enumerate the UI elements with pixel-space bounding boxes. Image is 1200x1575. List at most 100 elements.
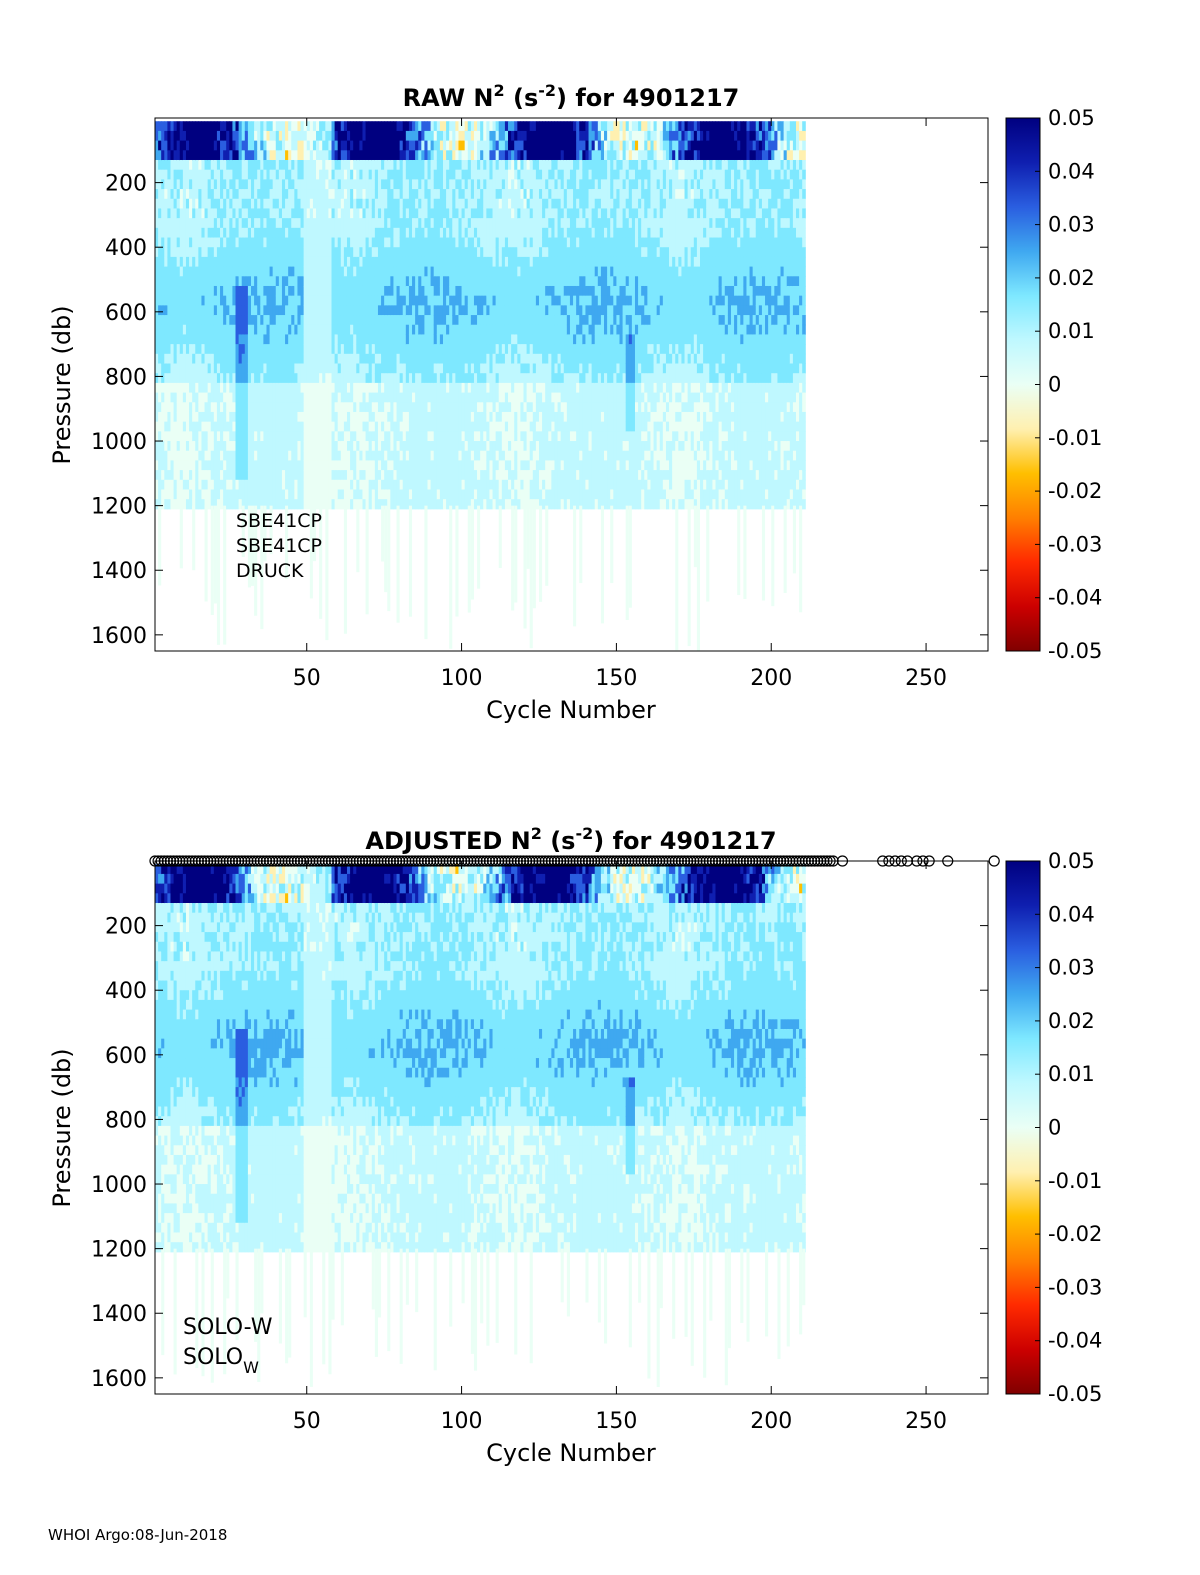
heat-cell <box>173 421 178 432</box>
heat-cell <box>473 324 478 335</box>
heat-cell <box>514 363 518 374</box>
heat-cell <box>424 499 429 510</box>
heat-cell <box>396 159 401 171</box>
heat-cell <box>529 266 534 277</box>
heat-cell <box>455 344 459 355</box>
heat-cell <box>504 382 509 394</box>
heat-cell <box>412 460 416 471</box>
heat-cell <box>207 441 212 452</box>
heat-cell <box>210 315 215 326</box>
heat-cell <box>213 218 218 229</box>
heat-cell <box>291 353 295 364</box>
heat-cell <box>390 315 394 326</box>
heat-cell <box>470 373 475 384</box>
heat-cell <box>309 121 314 132</box>
heat-cell <box>201 179 206 190</box>
heat-cell <box>384 470 388 481</box>
heat-cell <box>161 227 165 239</box>
heat-cell <box>312 315 317 326</box>
heat-cell <box>179 266 184 277</box>
heat-cell <box>288 218 292 229</box>
heat-cell <box>353 479 357 490</box>
heat-cell <box>272 479 277 490</box>
heat-cell <box>408 373 413 384</box>
heat-cell <box>334 489 339 500</box>
heat-cell <box>281 130 286 142</box>
heat-cell <box>297 441 302 452</box>
heat-cell <box>532 324 537 335</box>
heat-cell <box>436 450 441 461</box>
heat-cell <box>449 130 453 142</box>
heat-cell <box>192 479 196 490</box>
heat-cell <box>309 363 314 374</box>
heat-cell <box>362 198 367 209</box>
heat-cell <box>470 150 475 161</box>
heat-cell <box>254 237 258 248</box>
heat-cell <box>182 227 187 239</box>
heat-cell <box>424 489 429 500</box>
heat-cell <box>269 285 274 297</box>
heat-cell <box>179 305 184 316</box>
heat-cell <box>514 266 518 277</box>
heat-cell <box>204 179 209 190</box>
heat-cell <box>155 218 159 229</box>
heat-cell <box>421 256 425 268</box>
heat-cell <box>461 218 466 229</box>
heat-cell <box>207 431 212 442</box>
heat-cell <box>297 382 302 394</box>
heat-cell <box>365 499 370 510</box>
heat-cell <box>396 198 401 209</box>
heat-cell <box>300 402 305 413</box>
heat-cell <box>216 179 221 190</box>
heat-cell <box>346 198 351 209</box>
heat-cell <box>501 169 506 180</box>
heat-cell <box>480 276 484 287</box>
heat-cell <box>381 334 385 345</box>
heat-cell <box>362 411 367 423</box>
heat-cell <box>316 150 320 161</box>
heat-cell <box>322 247 326 258</box>
heat-cell <box>303 179 308 190</box>
heat-cell <box>312 431 317 442</box>
heat-cell <box>418 237 422 248</box>
heat-cell <box>316 256 320 268</box>
heat-cell <box>430 344 435 355</box>
heat-cell <box>511 150 515 161</box>
heat-cell <box>458 450 463 461</box>
heat-cell <box>504 218 509 229</box>
heat-cell <box>390 121 394 132</box>
heat-cell <box>325 334 329 345</box>
heat-cell <box>337 305 342 316</box>
heat-cell <box>421 189 425 200</box>
heat-cell <box>408 470 413 481</box>
heat-cell <box>421 218 425 229</box>
heat-cell <box>226 121 230 132</box>
heat-cell <box>402 460 407 471</box>
heat-cell <box>337 208 342 219</box>
heat-cell <box>226 344 230 355</box>
heat-cell <box>532 295 537 306</box>
heat-cell <box>185 479 190 490</box>
heat-cell <box>508 373 512 384</box>
heat-cell <box>272 470 277 481</box>
heat-cell <box>319 373 323 384</box>
heat-cell <box>195 450 199 461</box>
heat-cell <box>164 130 168 142</box>
heat-cell <box>346 189 351 200</box>
heat-cell <box>405 266 410 277</box>
heat-cell <box>300 208 305 219</box>
heat-cell <box>164 373 168 384</box>
heat-cell <box>213 489 218 500</box>
heat-cell <box>263 295 267 306</box>
heat-cell <box>486 169 490 180</box>
heat-cell <box>319 460 323 471</box>
heat-cell <box>508 499 512 510</box>
heat-cell <box>300 218 305 229</box>
heat-cell <box>424 392 429 403</box>
heat-cell <box>381 353 385 364</box>
heat-cell <box>408 121 413 132</box>
heat-cell <box>353 295 357 306</box>
heat-cell <box>340 159 345 171</box>
heat-cell <box>185 460 190 471</box>
heat-cell <box>170 208 175 219</box>
